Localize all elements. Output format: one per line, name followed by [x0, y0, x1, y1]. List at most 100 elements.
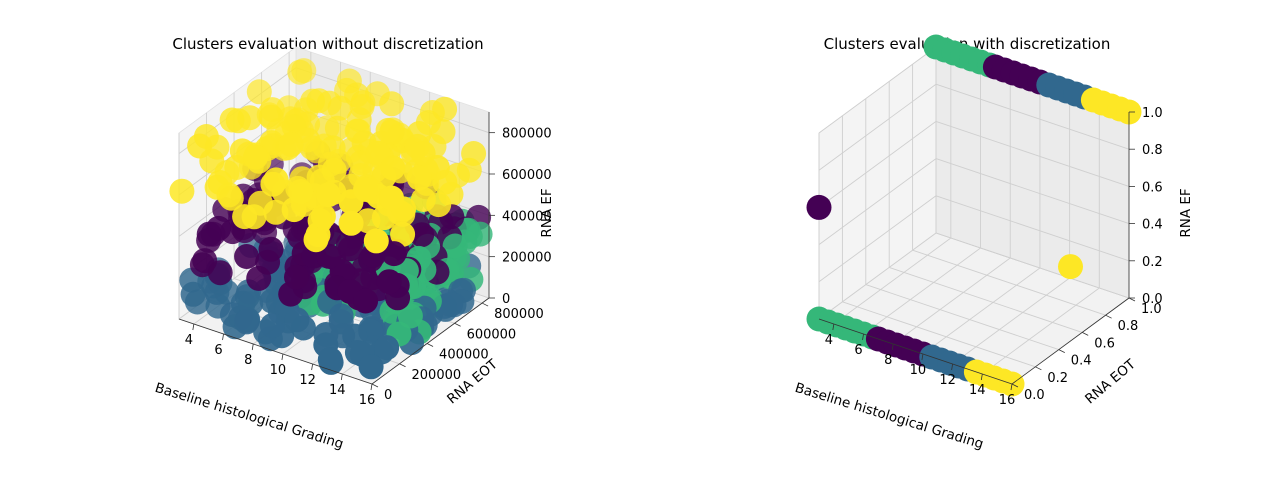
data-point	[442, 233, 468, 259]
data-point	[461, 141, 487, 166]
grid-line	[818, 158, 937, 245]
y-tick-mark	[1058, 349, 1065, 353]
grid-line	[935, 83, 1130, 150]
y-tick-mark	[1082, 332, 1089, 336]
y-tick-mark	[1105, 314, 1112, 319]
z-tick-label: 0.8	[1142, 143, 1163, 158]
y-tick-label: 200000	[412, 368, 462, 383]
x-tick-label: 10	[270, 363, 287, 378]
grid-line	[818, 121, 937, 208]
z-tick-label: 1.0	[1142, 106, 1163, 121]
data-point	[258, 236, 284, 262]
x-tick-label: 14	[329, 383, 346, 398]
data-point	[234, 309, 259, 335]
data-point	[806, 194, 832, 220]
data-point	[259, 313, 285, 339]
x-tick-label: 8	[884, 353, 892, 368]
grid-line	[935, 158, 1130, 225]
data-point	[321, 157, 347, 183]
y-tick-label: 800000	[494, 307, 544, 322]
data-point	[432, 96, 458, 122]
data-point	[397, 303, 423, 329]
y-tick-label: 1.0	[1141, 302, 1162, 317]
x-tick-label: 16	[359, 393, 376, 408]
x-tick-label: 14	[969, 383, 986, 398]
z-tick-label: 0.0	[1142, 292, 1163, 307]
data-point	[379, 91, 405, 117]
x-axis-label: Baseline histological Grading	[153, 380, 345, 453]
data-point	[246, 265, 272, 291]
data-point	[284, 264, 309, 290]
x-tick-label: 4	[185, 333, 193, 348]
data-point	[337, 236, 363, 262]
data-point	[363, 228, 389, 254]
z-tick-label: 600000	[502, 168, 552, 183]
z-tick-label: 0.6	[1142, 180, 1163, 195]
x-tick-mark	[340, 373, 343, 381]
data-point	[1058, 254, 1083, 280]
data-point	[410, 186, 436, 212]
grid-line	[935, 120, 1130, 187]
axes-grid	[818, 46, 1130, 385]
z-tick-label: 400000	[502, 209, 552, 224]
data-point	[206, 215, 232, 241]
x-tick-mark	[951, 363, 954, 371]
y-tick-label: 600000	[467, 327, 517, 342]
x-tick-label: 12	[939, 373, 956, 388]
y-tick-mark	[1011, 383, 1019, 388]
plot-with-discretization: Clusters evaluation with discretization …	[793, 34, 1194, 453]
grid-line	[818, 195, 937, 283]
x-tick-label: 6	[854, 343, 862, 358]
grid-line	[833, 237, 952, 325]
data-point	[287, 59, 313, 85]
data-point	[390, 221, 416, 247]
x-tick-label: 6	[214, 343, 222, 358]
data-point	[246, 79, 272, 105]
x-tick-mark	[862, 333, 864, 341]
grid-line	[912, 249, 1106, 316]
y-tick-mark	[1128, 297, 1136, 302]
data-point	[260, 171, 286, 197]
grid-line	[952, 277, 1070, 365]
data-point	[409, 222, 435, 248]
z-axis-label: RNA EF	[539, 188, 555, 237]
y-tick-mark	[399, 363, 406, 368]
y-tick-mark	[454, 322, 461, 327]
z-tick-label: 0.4	[1142, 218, 1163, 233]
y-tick-label: 0.8	[1118, 319, 1139, 334]
data-point	[406, 165, 432, 191]
grid-line	[889, 266, 1083, 333]
y-tick-label: 0	[384, 388, 392, 403]
x-tick-mark	[311, 363, 314, 371]
x-tick-mark	[251, 343, 254, 351]
y-tick-mark	[1035, 366, 1042, 371]
data-point	[424, 155, 450, 180]
plot-without-discretization: Clusters evaluation without discretizati…	[153, 35, 555, 453]
x-tick-label: 16	[999, 393, 1016, 408]
data-point	[187, 133, 213, 159]
y-tick-label: 0.4	[1071, 354, 1092, 369]
chart-title: Clusters evaluation without discretizati…	[172, 35, 483, 53]
chart-title: Clusters evaluation with discretization	[824, 35, 1111, 53]
x-tick-mark	[370, 383, 373, 391]
y-axis-line	[371, 297, 490, 385]
data-point	[324, 115, 350, 141]
data-point	[374, 335, 400, 361]
grid-line	[922, 267, 1041, 355]
axes-panes	[818, 46, 1130, 385]
data-point	[350, 90, 376, 116]
scatter-points	[806, 34, 1142, 397]
data-point	[353, 288, 379, 314]
grid-line	[863, 247, 981, 335]
x-tick-mark	[891, 343, 894, 351]
grid-line	[818, 46, 937, 134]
data-point	[358, 354, 384, 380]
y-tick-mark	[481, 302, 489, 307]
grid-line	[818, 83, 937, 171]
x-tick-label: 12	[299, 373, 316, 388]
data-point	[306, 88, 332, 114]
data-point	[218, 185, 244, 211]
y-axis-line	[1011, 297, 1130, 385]
